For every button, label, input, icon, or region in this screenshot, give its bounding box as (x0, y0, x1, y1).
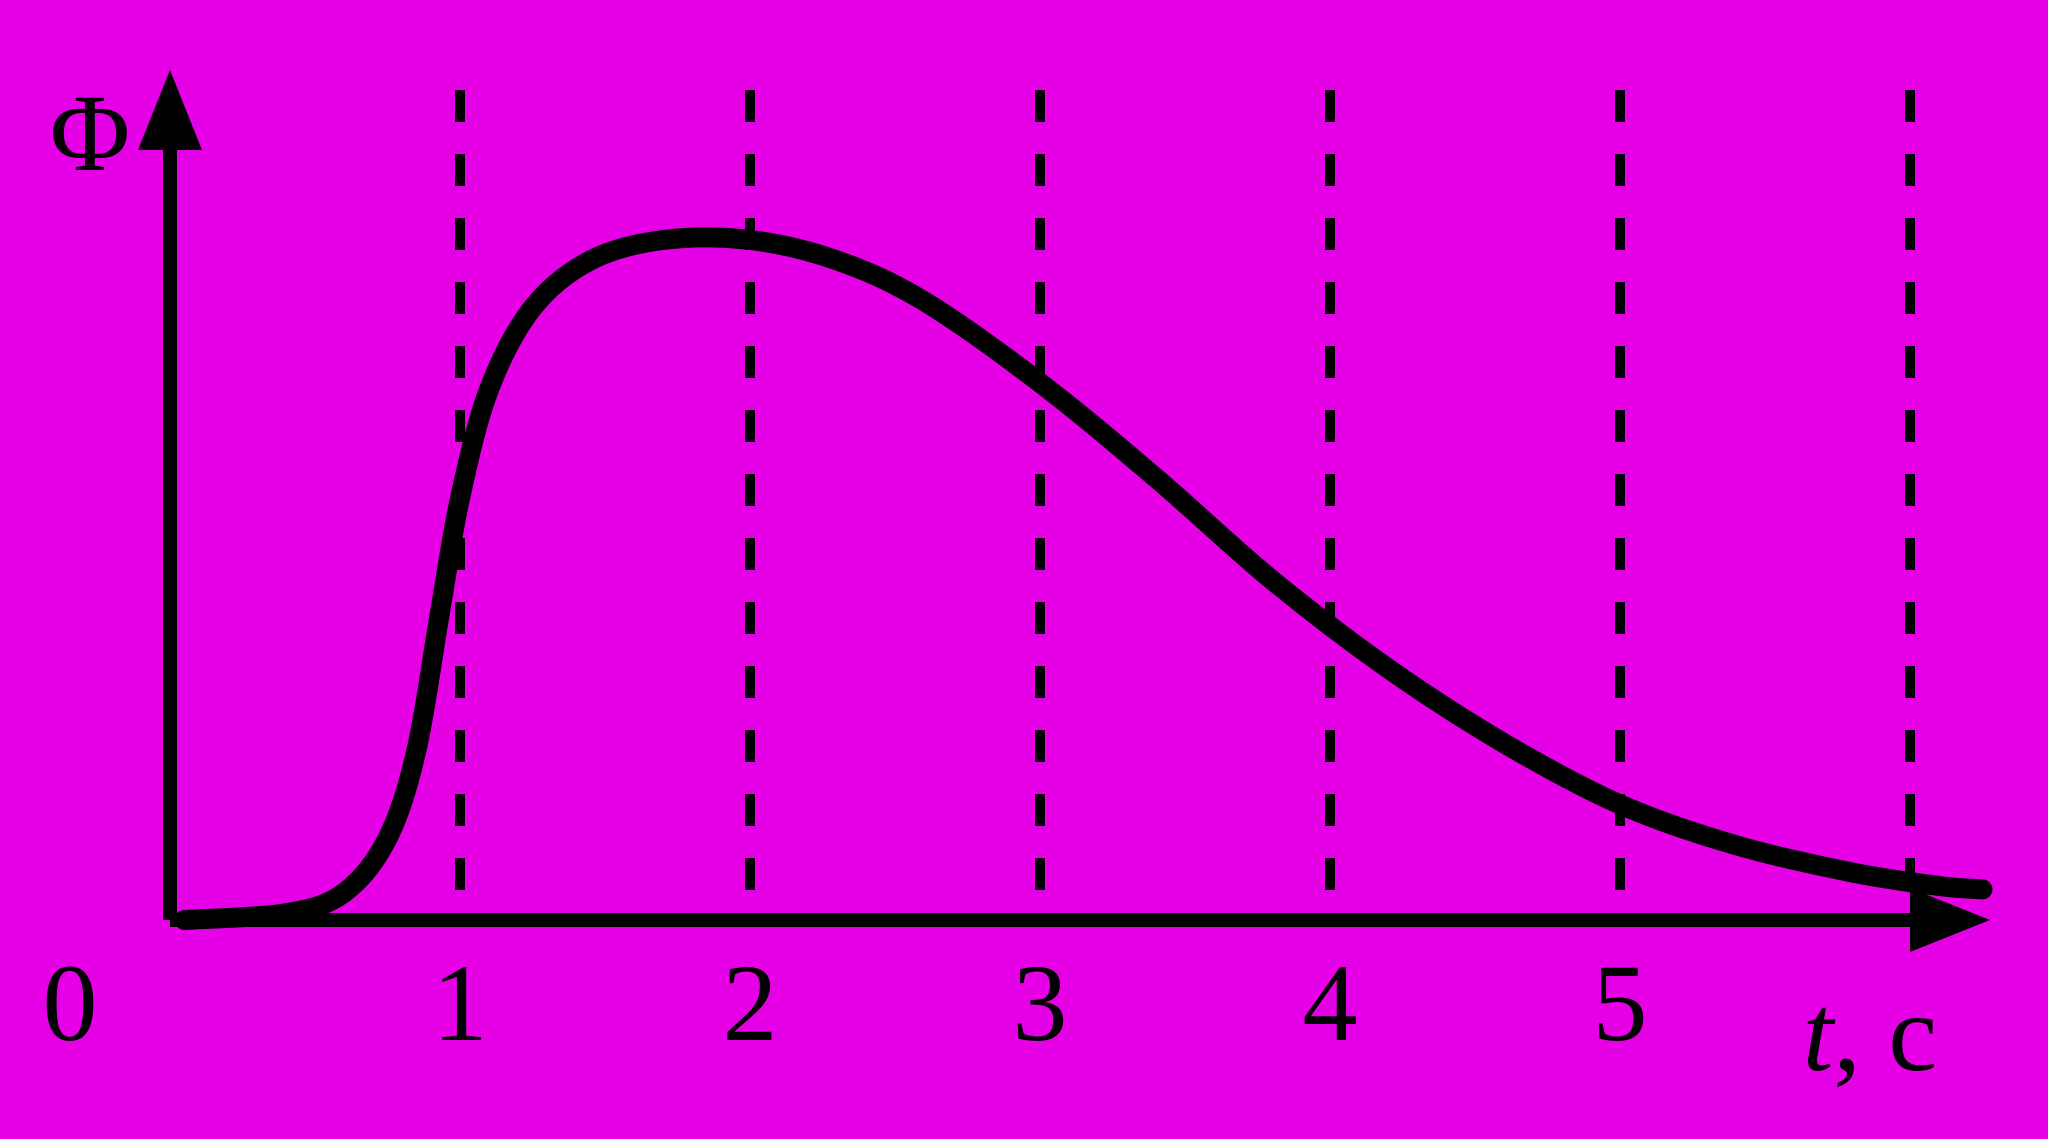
x-tick-label: 4 (1303, 942, 1358, 1064)
origin-label: 0 (43, 942, 98, 1064)
x-tick-label: 5 (1593, 942, 1648, 1064)
flux-vs-time-chart: 0 1 2 3 4 5 Φt, с (0, 0, 2048, 1139)
x-axis-label: t, с (1803, 972, 1937, 1094)
x-tick-label: 1 (433, 942, 488, 1064)
y-axis-label: Φ (50, 72, 130, 194)
x-tick-label: 2 (723, 942, 778, 1064)
x-tick-label: 3 (1013, 942, 1068, 1064)
